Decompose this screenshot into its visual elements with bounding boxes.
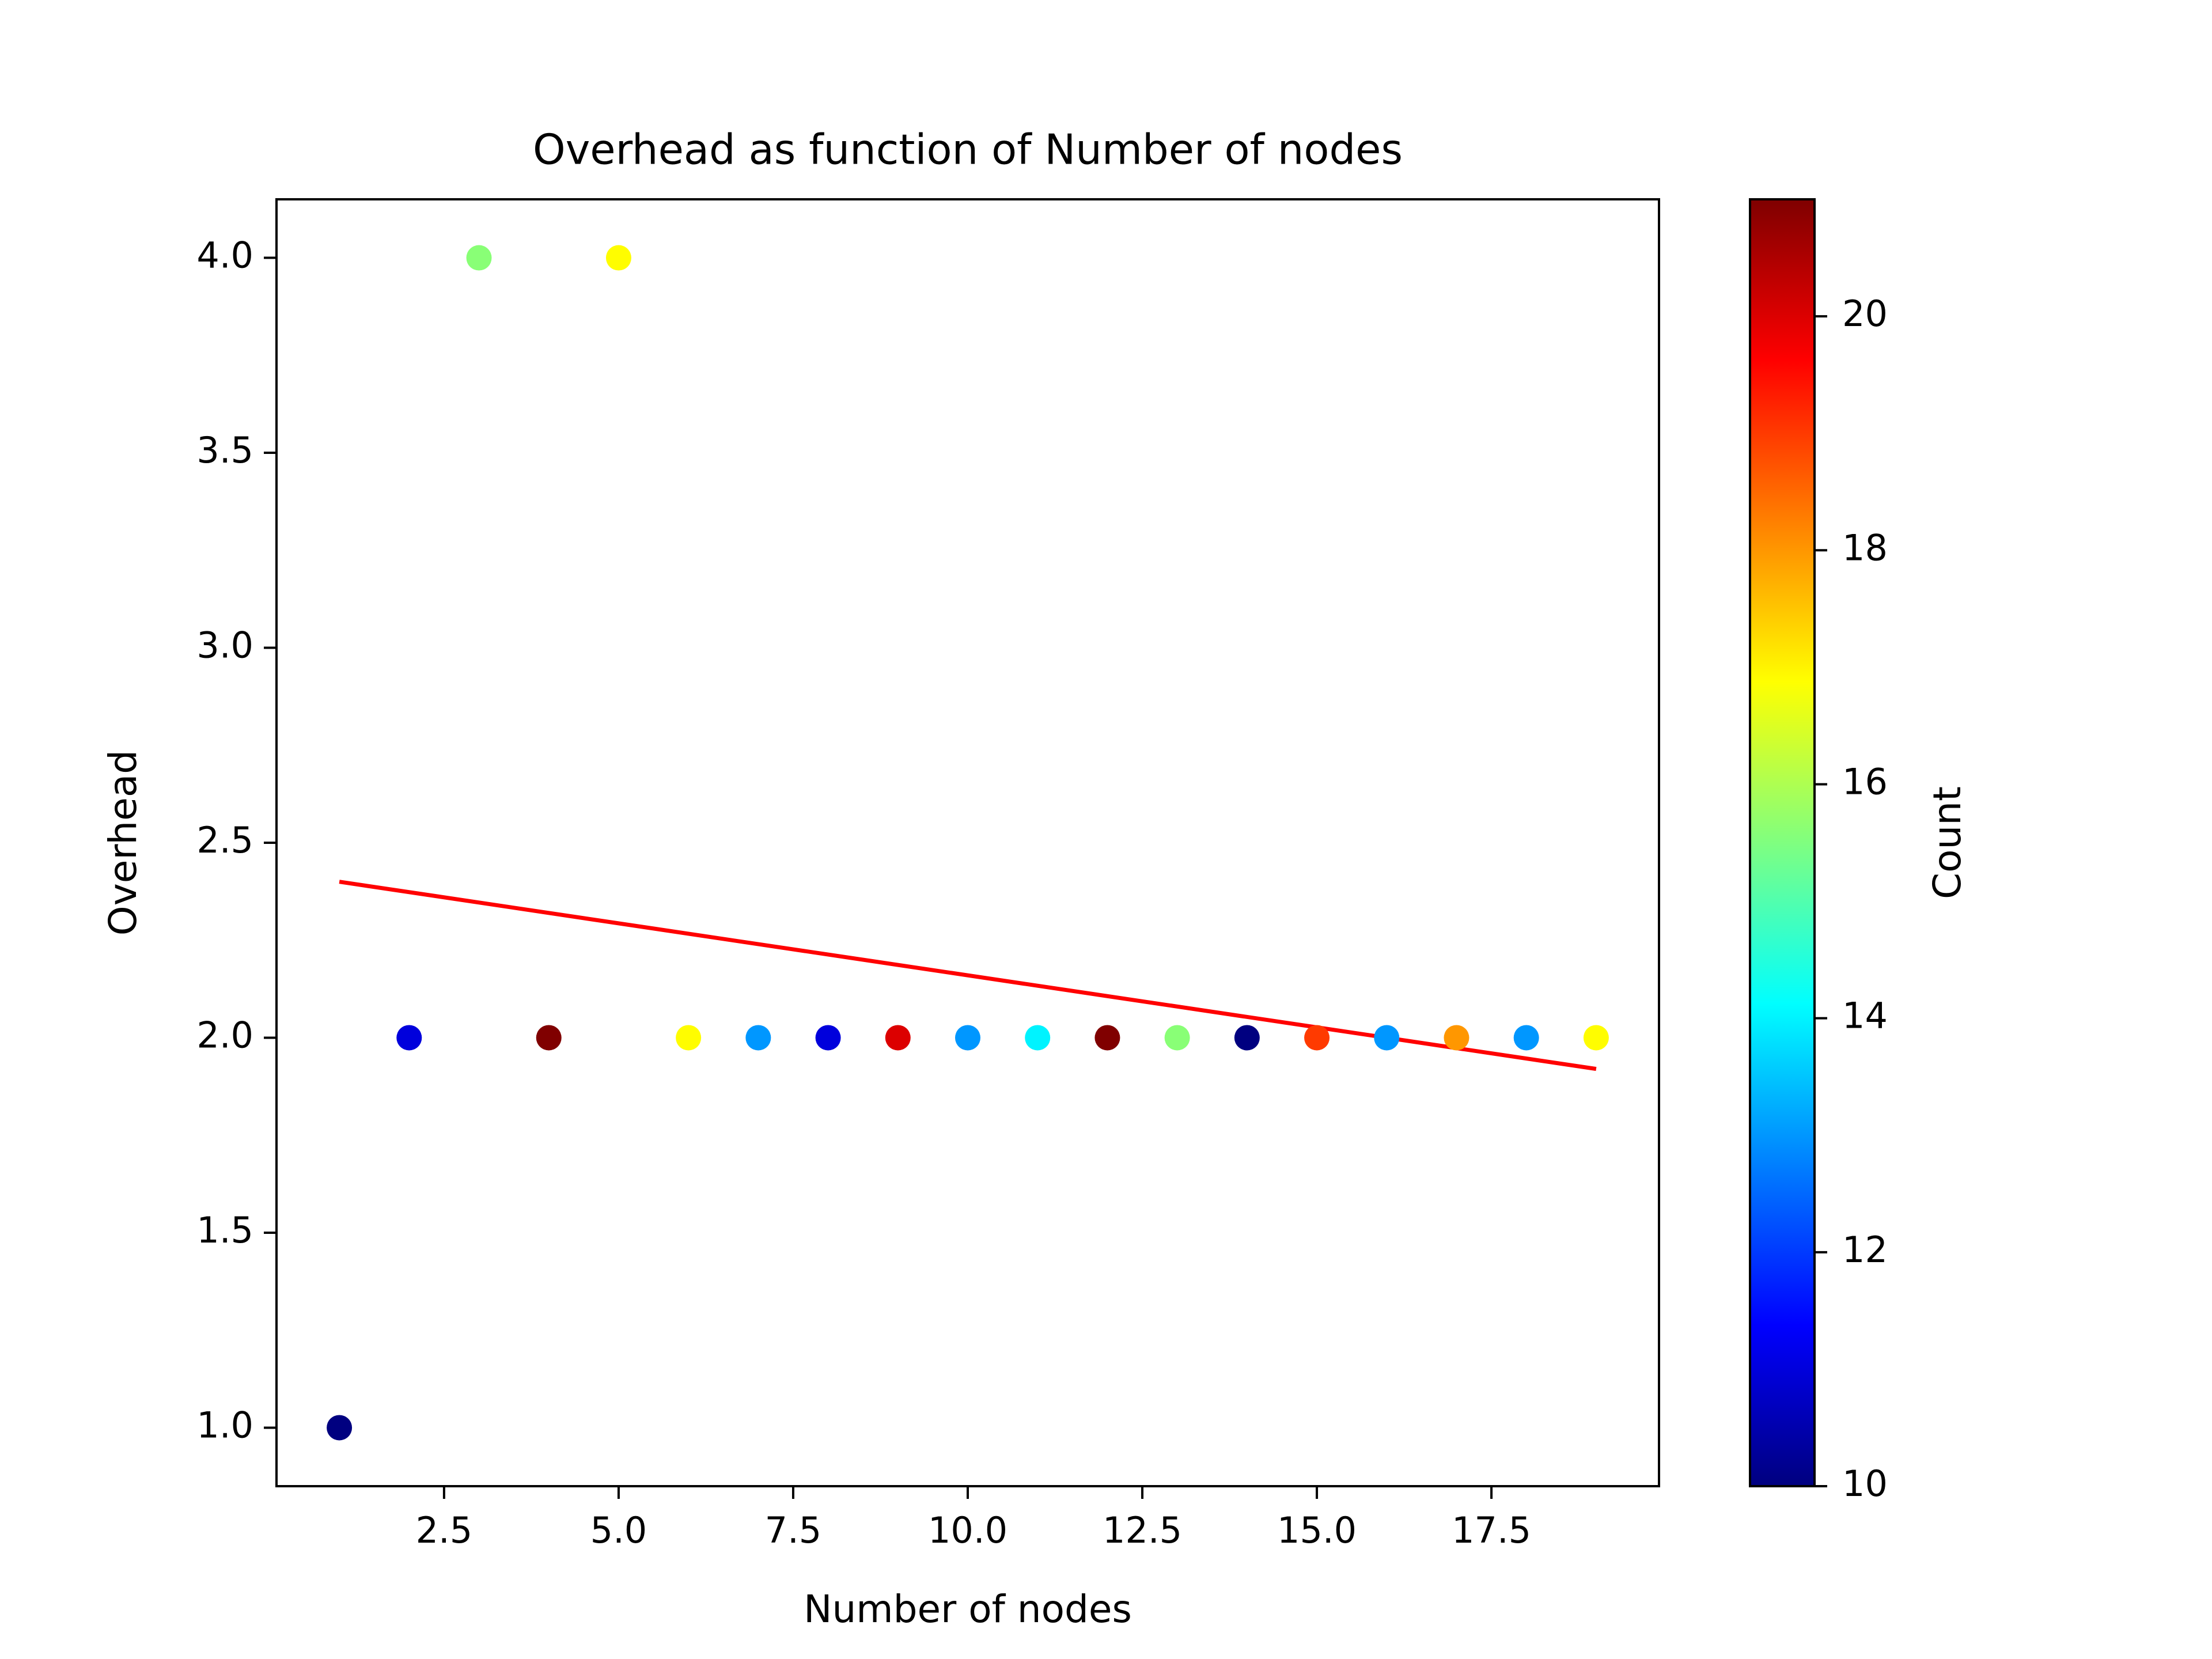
colorbar: 10 12 14 16 18 20 [1749,198,1888,1505]
scatter-point [396,1025,422,1051]
colorbar-tick-label: 12 [1842,1229,1888,1271]
scatter-point [955,1025,980,1051]
colorbar-tick-label: 14 [1842,995,1888,1037]
x-axis-label: Number of nodes [804,1587,1132,1631]
scatter-point [1234,1025,1260,1051]
scatter-point [1583,1025,1609,1051]
y-tick-label: 2.5 [196,819,253,861]
scatter-point [885,1025,911,1051]
x-tick-label: 2.5 [416,1509,473,1551]
scatter-point [1304,1025,1330,1051]
scatter-point [466,245,492,271]
scatter-point [1444,1025,1469,1051]
y-tick-label: 1.0 [196,1404,253,1446]
scatter-point [676,1025,702,1051]
colorbar-tick-label: 10 [1842,1463,1888,1505]
scatter-point [1513,1025,1539,1051]
scatter-point [605,245,631,271]
scatter-point [1025,1025,1051,1051]
plot-area: 2.5 5.0 7.5 10.0 12.5 15.0 17.5 1.0 1.5 2.0 2.5 3.0… [196,234,1609,1551]
y-tick-label: 2.0 [196,1014,253,1056]
colorbar-tick-label: 18 [1842,527,1888,569]
x-tick-label: 5.0 [590,1509,647,1551]
x-tick-label: 15.0 [1277,1509,1357,1551]
x-tick-label: 10.0 [928,1509,1007,1551]
plot-frame [275,198,1660,1487]
colorbar-tick-label: 16 [1842,761,1888,803]
y-tick-label: 3.5 [196,429,253,471]
y-tick-label: 1.5 [196,1209,253,1251]
scatter-point [536,1025,562,1051]
colorbar-label: Count [1925,786,1969,899]
y-axis-label: Overhead [101,750,145,935]
colorbar-tick-label: 20 [1842,293,1888,335]
y-tick-label: 3.0 [196,624,253,666]
scatter-point [815,1025,841,1051]
scatter-point [1094,1025,1120,1051]
scatter-point [1374,1025,1400,1051]
x-tick-label: 12.5 [1103,1509,1182,1551]
x-tick-label: 7.5 [765,1509,822,1551]
scatter-point [1164,1025,1190,1051]
chart-title: Overhead as function of Number of nodes [533,126,1403,174]
colorbar-gradient [1749,198,1816,1487]
scatter-point [327,1415,353,1441]
y-tick-label: 4.0 [196,234,253,276]
x-tick-label: 17.5 [1452,1509,1531,1551]
scatter-point [745,1025,771,1051]
